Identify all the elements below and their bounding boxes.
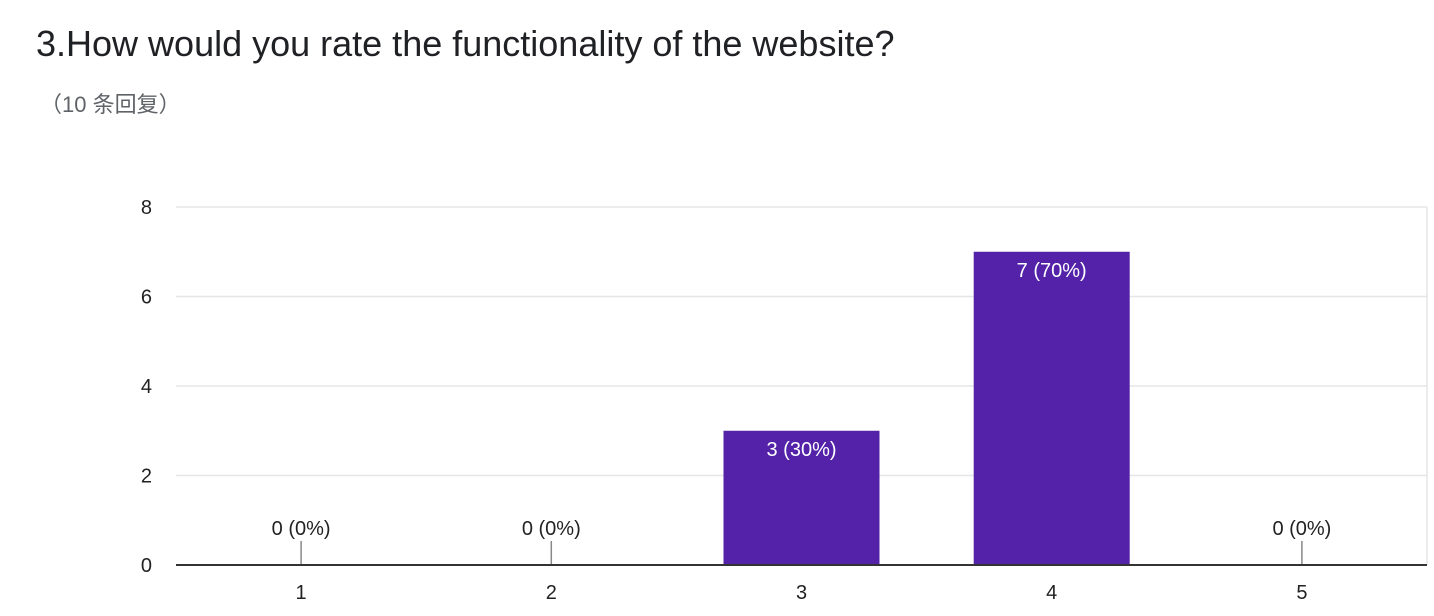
data-label: 3 (30%) (766, 439, 836, 461)
x-axis-ticks: 1 2 3 4 5 (296, 582, 1308, 604)
y-tick-label: 4 (141, 376, 152, 398)
bars (300, 251, 1303, 565)
gridlines (176, 206, 1428, 565)
data-label: 7 (70%) (1017, 260, 1087, 282)
data-labels: 0 (0%) 0 (0%) 3 (30%) 7 (70%) 0 (0%) (272, 260, 1332, 540)
response-count: （10 条回复） (40, 92, 181, 117)
y-axis-ticks: 0 2 4 6 8 (141, 197, 152, 577)
data-label: 0 (0%) (522, 518, 581, 540)
y-tick-label: 6 (141, 287, 152, 309)
data-label: 0 (0%) (1272, 518, 1331, 540)
bar-4 (973, 251, 1130, 565)
y-tick-label: 0 (141, 555, 152, 577)
y-tick-label: 8 (141, 197, 152, 219)
x-tick-label: 2 (546, 582, 557, 604)
data-label: 0 (0%) (272, 518, 331, 540)
bar-3 (723, 430, 880, 565)
y-tick-label: 2 (141, 466, 152, 488)
x-tick-label: 4 (1046, 582, 1057, 604)
question-title: 3.How would you rate the functionality o… (36, 23, 895, 64)
x-tick-label: 5 (1296, 582, 1307, 604)
x-tick-label: 1 (296, 582, 307, 604)
x-tick-label: 3 (796, 582, 807, 604)
